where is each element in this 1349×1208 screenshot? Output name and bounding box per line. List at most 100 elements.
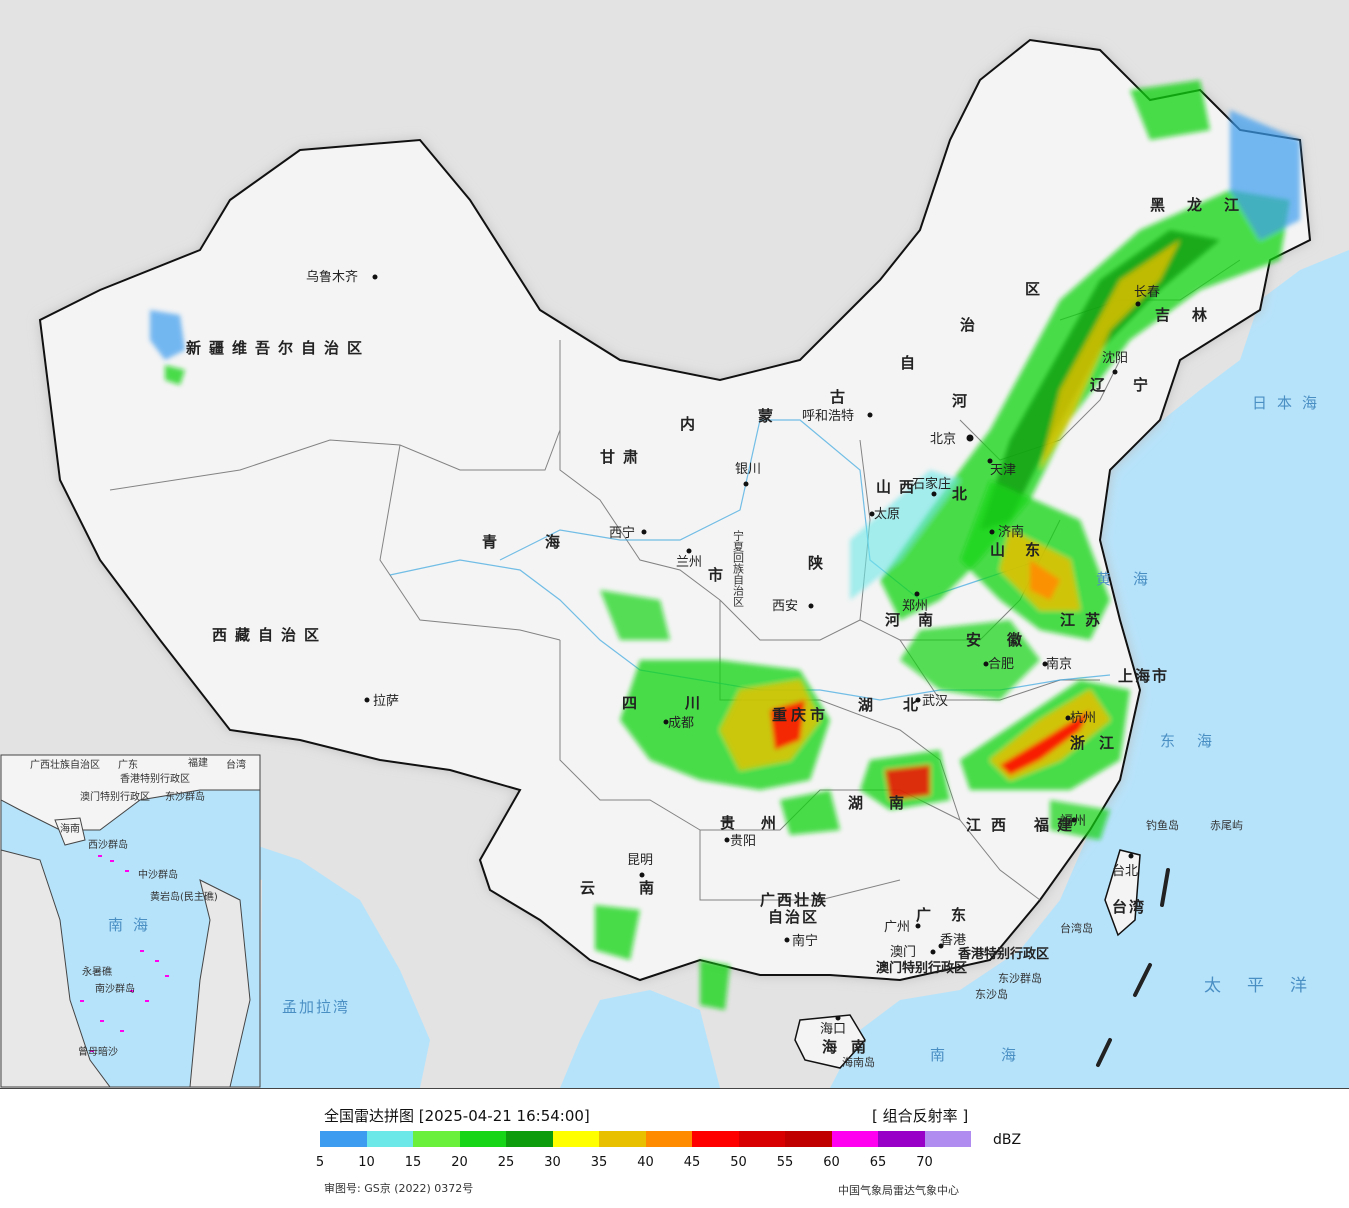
legend-tick-label: 20 xyxy=(451,1155,468,1170)
label-neimenggu-1: 内 xyxy=(680,415,703,433)
label-gansu: 甘肃 xyxy=(600,448,646,466)
label-hebei-2: 北 xyxy=(952,485,975,503)
label-shanxi: 山西 xyxy=(876,478,922,496)
color-swatch xyxy=(924,1131,971,1147)
legend-tick-label: 5 xyxy=(315,1155,325,1170)
label-sea-south: 南海 xyxy=(930,1046,1072,1064)
label-chiwei: 赤尾屿 xyxy=(1210,819,1243,832)
inset-label-hk: 香港特别行政区 xyxy=(120,772,190,785)
label-yinchuan: 银川 xyxy=(735,462,761,477)
label-macao: 澳门 xyxy=(890,944,916,960)
sea-japan xyxy=(1270,300,1349,470)
label-xizang: 西藏自治区 xyxy=(212,626,327,644)
label-guangxi-2: 自治区 xyxy=(768,908,819,926)
maritime-boundary-dashes xyxy=(1096,868,1170,1067)
label-haikou: 海口 xyxy=(820,1022,846,1037)
color-swatch xyxy=(599,1131,646,1147)
label-hangzhou: 杭州 xyxy=(1070,711,1096,726)
label-guangdong: 广东 xyxy=(916,906,986,924)
color-swatch xyxy=(459,1131,506,1147)
label-neimenggu-5: 治 xyxy=(960,316,983,334)
label-shaanxi: 陕 xyxy=(808,554,831,572)
color-swatch xyxy=(320,1131,367,1147)
label-taiwan: 台湾 xyxy=(1112,898,1146,916)
color-swatch xyxy=(413,1131,460,1147)
label-guizhou: 贵州 xyxy=(720,814,802,832)
legend-tick-label: 40 xyxy=(637,1155,654,1170)
label-jinan: 济南 xyxy=(998,524,1024,540)
label-heilongjiang: 黑龙江 xyxy=(1150,196,1261,214)
label-anhui: 安徽 xyxy=(966,631,1048,649)
label-hebei-1: 河 xyxy=(952,392,975,410)
label-xinjiang: 新疆维吾尔自治区 xyxy=(186,339,370,357)
color-swatch xyxy=(366,1131,413,1147)
legend-tick-label: 15 xyxy=(404,1155,422,1170)
inset-label-guangxi: 广西壮族自治区 xyxy=(30,758,100,771)
inset-label-huangyan: 黄岩岛(民主礁) xyxy=(150,890,218,903)
legend-tick-label: 55 xyxy=(776,1155,794,1170)
label-hainan-dao: 海南岛 xyxy=(842,1055,875,1069)
label-diaoyu: 钓鱼岛 xyxy=(1146,818,1179,832)
color-swatch xyxy=(738,1131,785,1147)
label-hubei: 湖北 xyxy=(858,696,948,714)
legend-panel: 全国雷达拼图 [2025-04-21 16:54:00] [ 组合反射率 ] d… xyxy=(0,1089,1349,1208)
label-fuzhou: 福州 xyxy=(1060,814,1086,829)
label-urumqi: 乌鲁木齐 xyxy=(306,269,358,285)
legend-tick-label: 30 xyxy=(544,1155,561,1170)
label-sea-yellow: 黄海 xyxy=(1096,570,1170,588)
label-gansu-shi: 市 xyxy=(708,566,731,584)
legend-tick-label: 10 xyxy=(358,1155,375,1170)
legend-tick-label: 25 xyxy=(497,1155,515,1170)
label-hainan: 海南 xyxy=(822,1038,880,1056)
legend-tick-label: 35 xyxy=(590,1155,608,1170)
radar-echoes xyxy=(150,80,1300,1010)
legend-tick-label: 65 xyxy=(869,1155,887,1170)
label-taiyuan: 太原 xyxy=(874,507,900,522)
label-xian: 西安 xyxy=(772,599,798,614)
inset-label-xisha: 西沙群岛 xyxy=(88,838,128,851)
label-nanjing: 南京 xyxy=(1046,656,1072,672)
label-shijiazhuang: 石家庄 xyxy=(912,476,951,492)
inset-label-guangdong: 广东 xyxy=(118,758,138,771)
label-henan: 河南 xyxy=(885,611,951,629)
label-guangzhou: 广州 xyxy=(884,920,910,935)
label-hunan: 湖南 xyxy=(848,794,930,812)
inset-label-nanhai: 南海 xyxy=(108,916,158,934)
label-taiwan-dao: 台湾岛 xyxy=(1060,921,1093,935)
color-swatch xyxy=(645,1131,692,1147)
label-dongsha-dao: 东沙岛 xyxy=(975,987,1008,1001)
label-shandong: 山东 xyxy=(990,541,1060,559)
label-changchun: 长春 xyxy=(1134,285,1160,300)
label-lanzhou: 兰州 xyxy=(676,555,702,570)
label-qinghai: 青海 xyxy=(482,533,608,551)
label-yunnan: 云南 xyxy=(580,879,698,897)
city-markers xyxy=(364,274,1141,1021)
label-tianjin: 天津 xyxy=(990,463,1016,478)
label-beijing: 北京 xyxy=(930,432,956,447)
inset-label-macau: 澳门特别行政区 xyxy=(80,790,150,803)
color-swatch xyxy=(692,1131,739,1147)
radar-map-svg: 广西壮族自治区 广东 福建 台湾 香港特别行政区 澳门特别行政区 东沙群岛 海南… xyxy=(0,38,1349,1088)
sea-gulf xyxy=(560,990,720,1088)
label-neimenggu-3: 古 xyxy=(830,388,853,406)
legend-product: [ 组合反射率 ] xyxy=(872,1107,969,1125)
legend-tick-label: 60 xyxy=(823,1155,840,1170)
legend-tick-label: 70 xyxy=(916,1155,933,1170)
label-chengdu: 成都 xyxy=(668,716,694,731)
inset-label-yongshu: 永暑礁 xyxy=(82,965,112,978)
label-jiangxi: 江西 xyxy=(966,816,1016,834)
legend-tick-label: 50 xyxy=(730,1155,747,1170)
label-shenyang: 沈阳 xyxy=(1102,351,1128,366)
label-xining: 西宁 xyxy=(609,525,635,541)
label-ningxia: 宁夏回族自治区 xyxy=(732,529,745,607)
label-macau-sar: 澳门特别行政区 xyxy=(876,960,967,976)
color-swatch xyxy=(506,1131,553,1147)
label-hohhot: 呼和浩特 xyxy=(802,409,854,424)
legend-title: 全国雷达拼图 [2025-04-21 16:54:00] xyxy=(324,1107,590,1125)
label-sea-bengal: 孟加拉湾 xyxy=(282,998,350,1016)
agency-credit: 中国气象局雷达气象中心 xyxy=(838,1184,959,1197)
hainan-island xyxy=(794,1014,866,1069)
inset-label-hainan: 海南 xyxy=(60,822,80,835)
label-guiyang: 贵阳 xyxy=(730,834,756,849)
label-sea-east: 东海 xyxy=(1160,732,1234,750)
